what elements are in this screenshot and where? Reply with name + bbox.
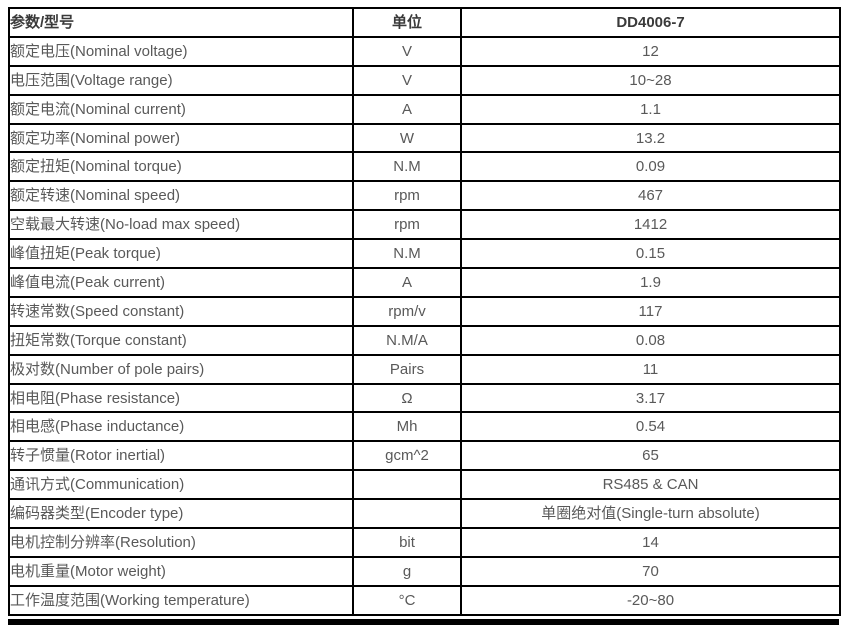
table-row: 峰值电流(Peak current) A 1.9 — [8, 267, 841, 298]
param-cell: 电机控制分辨率(Resolution) — [8, 527, 354, 558]
value-cell: 0.54 — [460, 411, 841, 443]
table-row: 电机控制分辨率(Resolution) bit 14 — [8, 527, 841, 558]
value-cell: 3.17 — [460, 382, 841, 414]
unit-cell: rpm — [352, 180, 462, 212]
value-cell: -20~80 — [460, 584, 841, 616]
param-cell: 峰值扭矩(Peak torque) — [8, 238, 354, 270]
value-cell: 0.15 — [460, 238, 841, 270]
param-cell: 额定转速(Nominal speed) — [8, 180, 354, 212]
value-cell: 467 — [460, 180, 841, 212]
unit-cell: N.M — [352, 238, 462, 270]
value-cell: 10~28 — [460, 64, 841, 96]
unit-cell: V — [352, 64, 462, 96]
value-cell: 0.08 — [460, 324, 841, 356]
bottom-divider-bar — [8, 618, 839, 625]
value-cell: 1412 — [460, 209, 841, 241]
param-cell: 额定电流(Nominal current) — [8, 93, 354, 125]
unit-cell: A — [352, 93, 462, 125]
unit-cell: Ω — [352, 382, 462, 414]
param-cell: 额定功率(Nominal power) — [8, 122, 354, 154]
table-row: 相电感(Phase inductance) Mh 0.54 — [8, 411, 841, 443]
param-cell: 空载最大转速(No-load max speed) — [8, 209, 354, 241]
unit-cell: Mh — [352, 411, 462, 443]
param-cell: 相电阻(Phase resistance) — [8, 382, 354, 414]
unit-cell: °C — [352, 584, 462, 616]
unit-cell: rpm — [352, 209, 462, 241]
value-cell: 12 — [460, 35, 841, 67]
value-cell: 1.9 — [460, 267, 841, 298]
unit-cell: A — [352, 267, 462, 298]
unit-cell: gcm^2 — [352, 440, 462, 472]
value-cell: 70 — [460, 555, 841, 587]
header-unit: 单位 — [352, 7, 462, 38]
param-cell: 通讯方式(Communication) — [8, 469, 354, 501]
table-row: 峰值扭矩(Peak torque) N.M 0.15 — [8, 238, 841, 270]
value-cell: 单圈绝对值(Single-turn absolute) — [460, 498, 841, 530]
unit-cell: N.M — [352, 151, 462, 183]
unit-cell: rpm/v — [352, 295, 462, 327]
header-row: 参数/型号 单位 DD4006-7 — [8, 7, 841, 38]
table-row: 电压范围(Voltage range) V 10~28 — [8, 64, 841, 96]
unit-cell: V — [352, 35, 462, 67]
param-cell: 峰值电流(Peak current) — [8, 267, 354, 298]
value-cell: 14 — [460, 527, 841, 558]
table-row: 通讯方式(Communication) RS485 & CAN — [8, 469, 841, 501]
table-row: 扭矩常数(Torque constant) N.M/A 0.08 — [8, 324, 841, 356]
table-row: 极对数(Number of pole pairs) Pairs 11 — [8, 353, 841, 385]
value-cell: 117 — [460, 295, 841, 327]
param-cell: 电机重量(Motor weight) — [8, 555, 354, 587]
unit-cell — [352, 469, 462, 501]
param-cell: 额定扭矩(Nominal torque) — [8, 151, 354, 183]
param-cell: 极对数(Number of pole pairs) — [8, 353, 354, 385]
value-cell: 65 — [460, 440, 841, 472]
table-row: 电机重量(Motor weight) g 70 — [8, 555, 841, 587]
value-cell: 1.1 — [460, 93, 841, 125]
table-row: 额定转速(Nominal speed) rpm 467 — [8, 180, 841, 212]
table-row: 相电阻(Phase resistance) Ω 3.17 — [8, 382, 841, 414]
table-row: 额定电流(Nominal current) A 1.1 — [8, 93, 841, 125]
table-row: 额定功率(Nominal power) W 13.2 — [8, 122, 841, 154]
header-model: DD4006-7 — [460, 7, 841, 38]
table-row: 额定扭矩(Nominal torque) N.M 0.09 — [8, 151, 841, 183]
param-cell: 电压范围(Voltage range) — [8, 64, 354, 96]
param-cell: 扭矩常数(Torque constant) — [8, 324, 354, 356]
spec-sheet: 参数/型号 单位 DD4006-7 额定电压(Nominal voltage) … — [8, 7, 841, 625]
motor-spec-table: 参数/型号 单位 DD4006-7 额定电压(Nominal voltage) … — [8, 7, 841, 616]
param-cell: 工作温度范围(Working temperature) — [8, 584, 354, 616]
param-cell: 转速常数(Speed constant) — [8, 295, 354, 327]
table-row: 转速常数(Speed constant) rpm/v 117 — [8, 295, 841, 327]
param-cell: 额定电压(Nominal voltage) — [8, 35, 354, 67]
param-cell: 转子惯量(Rotor inertial) — [8, 440, 354, 472]
table-row: 空载最大转速(No-load max speed) rpm 1412 — [8, 209, 841, 241]
param-cell: 编码器类型(Encoder type) — [8, 498, 354, 530]
header-param: 参数/型号 — [8, 7, 354, 38]
table-row: 转子惯量(Rotor inertial) gcm^2 65 — [8, 440, 841, 472]
table-row: 编码器类型(Encoder type) 单圈绝对值(Single-turn ab… — [8, 498, 841, 530]
value-cell: 0.09 — [460, 151, 841, 183]
value-cell: 11 — [460, 353, 841, 385]
table-row: 工作温度范围(Working temperature) °C -20~80 — [8, 584, 841, 616]
unit-cell: Pairs — [352, 353, 462, 385]
unit-cell: g — [352, 555, 462, 587]
param-cell: 相电感(Phase inductance) — [8, 411, 354, 443]
unit-cell: W — [352, 122, 462, 154]
unit-cell — [352, 498, 462, 530]
table-row: 额定电压(Nominal voltage) V 12 — [8, 35, 841, 67]
unit-cell: N.M/A — [352, 324, 462, 356]
unit-cell: bit — [352, 527, 462, 558]
value-cell: RS485 & CAN — [460, 469, 841, 501]
value-cell: 13.2 — [460, 122, 841, 154]
